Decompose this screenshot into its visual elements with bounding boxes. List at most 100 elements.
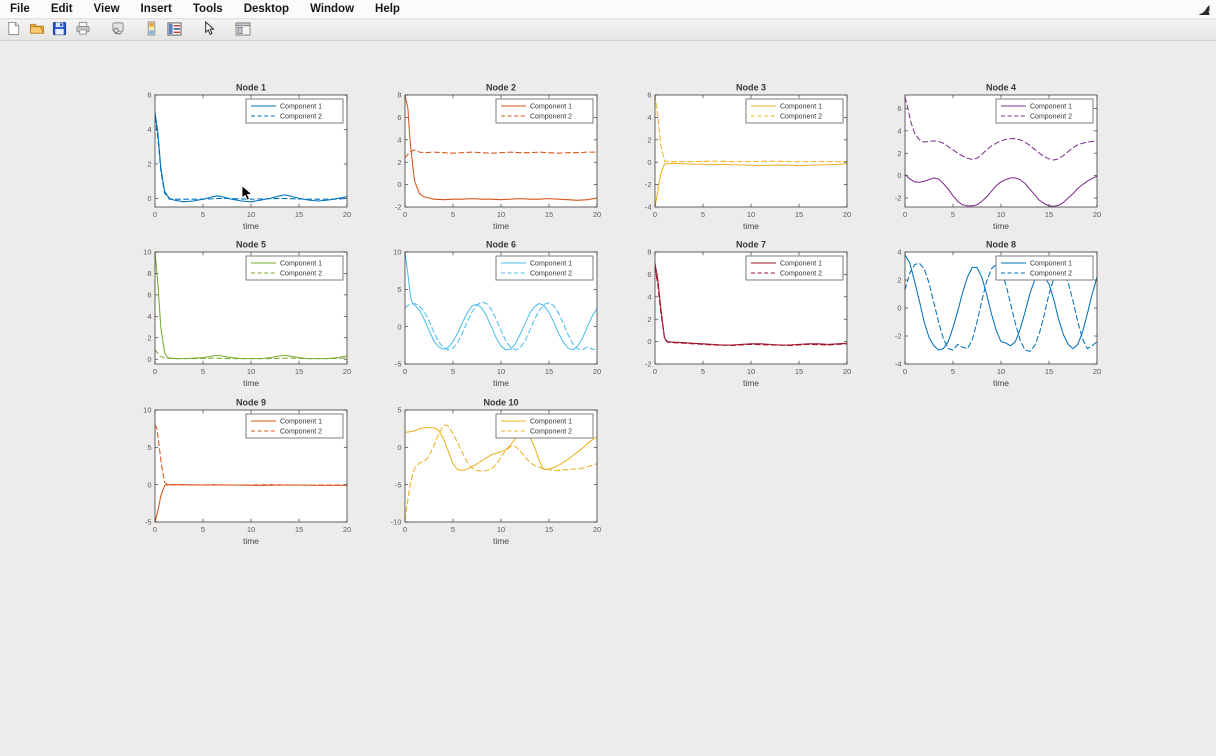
x-tick-label: 15 <box>295 210 303 219</box>
series-component-1 <box>905 254 1097 351</box>
y-tick-label: -2 <box>895 332 902 341</box>
y-tick-label: 4 <box>647 113 651 122</box>
subplot-title: Node 1 <box>236 83 266 93</box>
x-tick-label: 5 <box>201 210 205 219</box>
print-preview-button[interactable] <box>107 21 128 40</box>
menu-help[interactable]: Help <box>375 3 400 15</box>
print-figure-button[interactable] <box>72 21 93 40</box>
new-figure-button[interactable] <box>3 21 24 40</box>
legend[interactable]: Component 1 Component 2 <box>995 98 1094 124</box>
y-tick-label: 6 <box>147 91 151 100</box>
x-axis-label: time <box>743 378 759 388</box>
show-plot-tools-button[interactable] <box>232 21 253 40</box>
menu-window[interactable]: Window <box>310 3 355 15</box>
x-axis-label: time <box>743 221 759 231</box>
y-tick-label: 6 <box>397 113 401 122</box>
legend[interactable]: Component 1 Component 2 <box>745 255 844 281</box>
y-tick-label: 6 <box>147 290 151 299</box>
series-component-2 <box>155 116 347 200</box>
x-axis-label: time <box>243 221 259 231</box>
series-component-1 <box>655 162 847 207</box>
legend-entry-label: Component 1 <box>780 103 822 110</box>
series-component-2 <box>905 96 1097 161</box>
x-tick-label: 5 <box>951 367 955 376</box>
x-tick-label: 5 <box>951 210 955 219</box>
menu-insert[interactable]: Insert <box>140 3 172 15</box>
x-tick-label: 10 <box>747 210 755 219</box>
x-tick-label: 20 <box>343 525 351 534</box>
y-tick-label: 0 <box>397 180 401 189</box>
legend[interactable]: Component 1 Component 2 <box>495 255 594 281</box>
legend-entry-label: Component 1 <box>280 260 322 267</box>
insert-legend-icon <box>167 21 182 39</box>
legend-entry-label: Component 1 <box>530 418 572 425</box>
series-component-1 <box>405 252 597 351</box>
legend[interactable]: Component 1 Component 2 <box>495 413 594 439</box>
legend-entry-label: Component 1 <box>280 103 322 110</box>
menu-edit[interactable]: Edit <box>50 3 73 15</box>
x-tick-label: 5 <box>451 367 455 376</box>
legend[interactable]: Component 1 Component 2 <box>995 255 1094 281</box>
legend[interactable]: Component 1 Component 2 <box>245 98 344 124</box>
x-axis-label: time <box>493 221 509 231</box>
legend-entry-label: Component 1 <box>780 260 822 267</box>
subplot-title: Node 2 <box>486 83 516 93</box>
open-file-button[interactable] <box>26 21 47 40</box>
y-tick-label: 0 <box>647 158 651 167</box>
menu-desktop[interactable]: Desktop <box>243 3 290 15</box>
y-tick-label: 10 <box>143 248 151 257</box>
edit-plot-button[interactable] <box>198 20 219 40</box>
y-tick-label: 2 <box>147 160 151 169</box>
menu-tools[interactable]: Tools <box>192 3 223 15</box>
legend[interactable]: Component 1 Component 2 <box>245 255 344 281</box>
save-icon <box>52 21 67 39</box>
new-document-icon <box>6 21 21 39</box>
legend-box <box>245 98 344 124</box>
insert-legend-button[interactable] <box>164 21 185 40</box>
y-tick-label: 2 <box>647 135 651 144</box>
y-tick-label: 4 <box>647 292 651 301</box>
insert-colorbar-button[interactable] <box>141 21 162 40</box>
legend[interactable]: Component 1 Component 2 <box>745 98 844 124</box>
x-tick-label: 0 <box>403 525 407 534</box>
series-component-2 <box>655 267 847 347</box>
legend[interactable]: Component 1 Component 2 <box>245 413 344 439</box>
legend[interactable]: Component 1 Component 2 <box>495 98 594 124</box>
x-tick-label: 0 <box>403 210 407 219</box>
x-tick-label: 10 <box>747 367 755 376</box>
legend-entry-label: Component 2 <box>1030 270 1072 277</box>
y-tick-label: 8 <box>647 248 651 257</box>
save-figure-button[interactable] <box>49 21 70 40</box>
open-folder-icon <box>29 21 45 39</box>
legend-box <box>245 255 344 281</box>
y-tick-label: -5 <box>145 518 152 527</box>
y-tick-label: -4 <box>645 203 652 212</box>
x-tick-label: 15 <box>1045 367 1053 376</box>
legend-box <box>995 255 1094 281</box>
x-axis-label: time <box>243 378 259 388</box>
menu-file[interactable]: File <box>10 3 30 15</box>
legend-entry-label: Component 2 <box>780 270 822 277</box>
y-tick-label: 5 <box>147 443 151 452</box>
y-tick-label: 6 <box>897 104 901 113</box>
y-tick-label: 0 <box>397 322 401 331</box>
y-tick-label: 2 <box>647 315 651 324</box>
subplot-title: Node 7 <box>736 240 766 250</box>
x-tick-label: 5 <box>451 525 455 534</box>
x-axis-label: time <box>493 378 509 388</box>
x-tick-label: 5 <box>451 210 455 219</box>
x-tick-label: 20 <box>843 367 851 376</box>
x-tick-label: 15 <box>795 367 803 376</box>
series-component-1 <box>405 95 597 201</box>
y-tick-label: 6 <box>647 91 651 100</box>
y-tick-label: 10 <box>143 406 151 415</box>
series-component-1 <box>405 426 597 472</box>
mouse-cursor-icon <box>241 184 253 207</box>
subplot-title: Node 9 <box>236 398 266 408</box>
menu-view[interactable]: View <box>93 3 120 15</box>
